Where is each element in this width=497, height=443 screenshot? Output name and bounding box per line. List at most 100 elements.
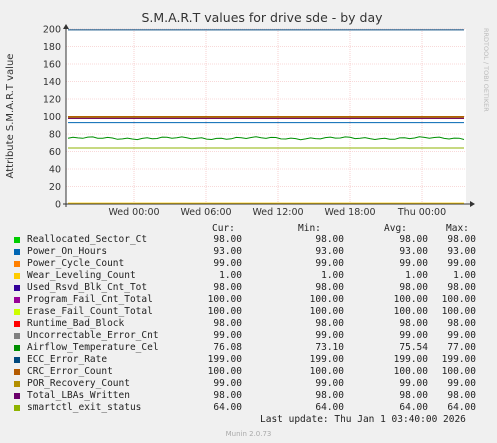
legend-avg-value: 99.00	[399, 378, 428, 389]
x-tick-label: Wed 00:00	[108, 207, 159, 218]
legend-swatch	[14, 237, 20, 243]
legend-cur-value: 93.00	[213, 246, 242, 257]
y-tick-label: 80	[49, 130, 61, 141]
legend-min-value: 73.10	[315, 342, 344, 353]
legend-avg-value: 1.00	[405, 270, 428, 281]
legend-avg-value: 99.00	[399, 330, 428, 341]
legend-series-name: Program_Fail_Cnt_Total	[27, 294, 153, 305]
legend-series-name: Wear_Leveling_Count	[27, 270, 136, 281]
legend-header-max: Max:	[446, 223, 469, 234]
legend-min-value: 98.00	[315, 318, 344, 329]
legend-series-name: POR_Recovery_Count	[27, 378, 130, 389]
x-tick-label: Thu 00:00	[397, 207, 446, 218]
y-tick-label: 140	[43, 77, 61, 88]
legend-min-value: 98.00	[315, 390, 344, 401]
y-tick-label: 60	[49, 147, 61, 158]
legend-series-name: Runtime_Bad_Block	[27, 318, 125, 329]
legend-avg-value: 98.00	[399, 390, 428, 401]
legend-max-value: 98.00	[447, 234, 476, 245]
y-tick-label: 40	[49, 165, 61, 176]
legend-avg-value: 98.00	[399, 234, 428, 245]
legend-cur-value: 98.00	[213, 282, 242, 293]
legend-min-value: 99.00	[315, 258, 344, 269]
legend-row: Program_Fail_Cnt_Total 100.00 100.00 100.00…	[0, 294, 497, 306]
legend-series-name: Used_Rsvd_Blk_Cnt_Tot	[27, 282, 148, 293]
legend-min-value: 99.00	[315, 378, 344, 389]
legend-max-value: 64.00	[447, 402, 476, 413]
munin-version: Munin 2.0.73	[225, 430, 272, 438]
legend-series-name: Power_Cycle_Count	[27, 258, 125, 269]
legend-row: Uncorrectable_Error_Cnt 99.00 99.00 99.00 99…	[0, 330, 497, 342]
y-tick-label: 100	[43, 112, 61, 123]
legend-row: Runtime_Bad_Block 98.00 98.00 98.00 98.00	[0, 318, 497, 330]
y-tick-label: 180	[43, 42, 61, 53]
legend-min-value: 98.00	[315, 234, 344, 245]
legend-max-value: 100.00	[441, 366, 476, 377]
series-line-airflow-temperature-cel	[67, 136, 465, 141]
x-tick-label: Wed 06:00	[180, 207, 231, 218]
legend-row: Airflow_Temperature_Cel 76.08 73.10 75.54 77…	[0, 342, 497, 354]
legend-row: CRC_Error_Count 100.00 100.00 100.00 100.00	[0, 366, 497, 378]
legend-cur-value: 100.00	[207, 366, 242, 377]
legend-cur-value: 1.00	[219, 270, 242, 281]
legend-series-name: Power_On_Hours	[27, 246, 108, 257]
legend-cur-value: 98.00	[213, 318, 242, 329]
legend-swatch	[14, 285, 20, 291]
legend-min-value: 199.00	[309, 354, 344, 365]
legend-series-name: Uncorrectable_Error_Cnt	[27, 330, 159, 341]
legend-min-value: 99.00	[315, 330, 344, 341]
legend-swatch	[14, 381, 20, 387]
legend-avg-value: 64.00	[399, 402, 428, 413]
legend-swatch	[14, 297, 20, 303]
legend-row: ECC_Error_Rate 199.00 199.00 199.00 199.00	[0, 354, 497, 366]
legend-row: Power_On_Hours 93.00 93.00 93.00 93.00	[0, 246, 497, 258]
legend-cur-value: 100.00	[207, 306, 242, 317]
legend-swatch	[14, 321, 20, 327]
legend-max-value: 98.00	[447, 318, 476, 329]
legend-max-value: 1.00	[453, 270, 476, 281]
y-tick-label: 160	[43, 60, 61, 71]
legend-row: Used_Rsvd_Blk_Cnt_Tot 98.00 98.00 98.00 98.0…	[0, 282, 497, 294]
legend-avg-value: 75.54	[399, 342, 428, 353]
legend-max-value: 100.00	[441, 306, 476, 317]
legend-max-value: 99.00	[447, 378, 476, 389]
legend-max-value: 98.00	[447, 390, 476, 401]
legend-cur-value: 98.00	[213, 390, 242, 401]
legend-header-min: Min:	[298, 223, 321, 234]
legend-cur-value: 64.00	[213, 402, 242, 413]
y-tick-label: 0	[55, 200, 61, 211]
legend-min-value: 64.00	[315, 402, 344, 413]
legend-min-value: 100.00	[309, 366, 344, 377]
y-tick-label: 20	[49, 182, 61, 193]
legend-row: Reallocated_Sector_Ct 98.00 98.00 98.00 98.0…	[0, 234, 497, 246]
y-axis-label: Attribute S.M.A.R.T value	[5, 54, 16, 179]
legend-series-name: CRC_Error_Count	[27, 366, 113, 377]
chart: S.M.A.R.T values for drive sde - by day …	[5, 10, 490, 218]
legend-row: smartctl_exit_status 64.00 64.00 64.00 64.00	[0, 402, 497, 414]
legend-max-value: 199.00	[441, 354, 476, 365]
legend-row: Power_Cycle_Count 99.00 99.00 99.00 99.00	[0, 258, 497, 270]
legend-series-name: Erase_Fail_Count_Total	[27, 306, 153, 317]
legend-avg-value: 93.00	[399, 246, 428, 257]
legend-swatch	[14, 345, 20, 351]
legend-avg-value: 199.00	[393, 354, 428, 365]
legend-header-cur: Cur:	[212, 223, 235, 234]
x-axis-arrow	[470, 201, 475, 207]
legend-avg-value: 100.00	[393, 306, 428, 317]
legend-swatch	[14, 309, 20, 315]
legend-series-name: smartctl_exit_status	[27, 402, 142, 413]
y-axis-arrow	[63, 24, 69, 29]
y-tick-label: 200	[43, 25, 61, 36]
legend-swatch	[14, 357, 20, 363]
last-update: Last update: Thu Jan 1 03:40:00 2026	[260, 414, 466, 425]
legend-series-name: Reallocated_Sector_Ct	[27, 234, 148, 245]
legend-max-value: 77.00	[447, 342, 476, 353]
legend-max-value: 99.00	[447, 330, 476, 341]
legend-cur-value: 100.00	[207, 294, 242, 305]
legend-max-value: 100.00	[441, 294, 476, 305]
legend-cur-value: 98.00	[213, 234, 242, 245]
legend-avg-value: 100.00	[393, 366, 428, 377]
legend-cur-value: 76.08	[213, 342, 242, 353]
x-tick-label: Wed 12:00	[252, 207, 303, 218]
legend-avg-value: 98.00	[399, 282, 428, 293]
